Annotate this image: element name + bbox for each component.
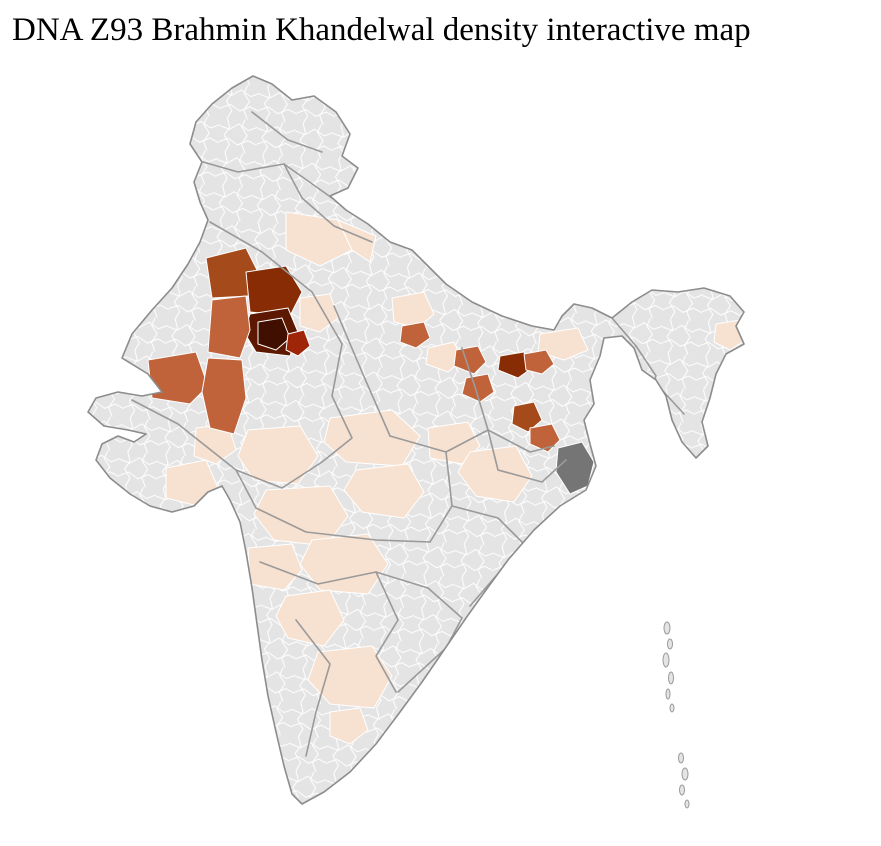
state-border-line — [487, 429, 555, 453]
india-outline — [87, 75, 745, 805]
state-border-line — [131, 399, 237, 471]
island — [662, 652, 670, 668]
island — [667, 638, 673, 650]
state-border-line — [461, 347, 489, 431]
district-borders-texture — [88, 76, 744, 804]
state-border-line — [333, 305, 391, 437]
district[interactable] — [523, 349, 555, 375]
state-border-line — [283, 163, 373, 243]
district[interactable] — [245, 265, 303, 317]
state-border-line — [251, 111, 323, 153]
state-border-line — [259, 561, 429, 589]
island — [663, 621, 671, 635]
island — [681, 767, 689, 781]
district[interactable] — [299, 293, 339, 333]
island — [684, 799, 690, 809]
density-districts-gangetic-plain — [399, 321, 595, 495]
island — [665, 688, 671, 700]
district[interactable] — [511, 401, 543, 433]
district[interactable] — [537, 327, 589, 361]
state-border-line — [611, 317, 637, 347]
district[interactable] — [275, 589, 345, 647]
district[interactable] — [497, 351, 533, 379]
district[interactable] — [399, 321, 431, 349]
district[interactable] — [237, 425, 319, 485]
district[interactable] — [453, 345, 487, 375]
district[interactable] — [457, 445, 533, 503]
state-border-line — [235, 343, 353, 489]
district[interactable] — [461, 373, 495, 403]
district[interactable] — [285, 329, 311, 357]
district[interactable] — [391, 291, 435, 329]
district[interactable] — [207, 295, 251, 359]
state-border-line — [397, 587, 463, 693]
state-border-line — [487, 429, 567, 483]
district[interactable] — [285, 211, 353, 267]
district[interactable] — [201, 357, 247, 435]
state-border-line — [375, 571, 399, 693]
state-border-line — [195, 159, 333, 199]
district[interactable] — [257, 317, 291, 351]
islands — [662, 621, 690, 809]
page-title: DNA Z93 Brahmin Khandelwal density inter… — [12, 12, 751, 48]
district[interactable] — [337, 219, 377, 263]
island — [669, 703, 675, 713]
island — [679, 784, 685, 796]
state-border-line — [451, 505, 525, 545]
island — [678, 752, 684, 764]
island — [668, 671, 674, 685]
state-border-line — [209, 221, 343, 345]
state-border-line — [235, 469, 431, 543]
state-border-line — [295, 619, 331, 757]
district[interactable] — [329, 707, 369, 745]
district[interactable] — [343, 463, 425, 519]
